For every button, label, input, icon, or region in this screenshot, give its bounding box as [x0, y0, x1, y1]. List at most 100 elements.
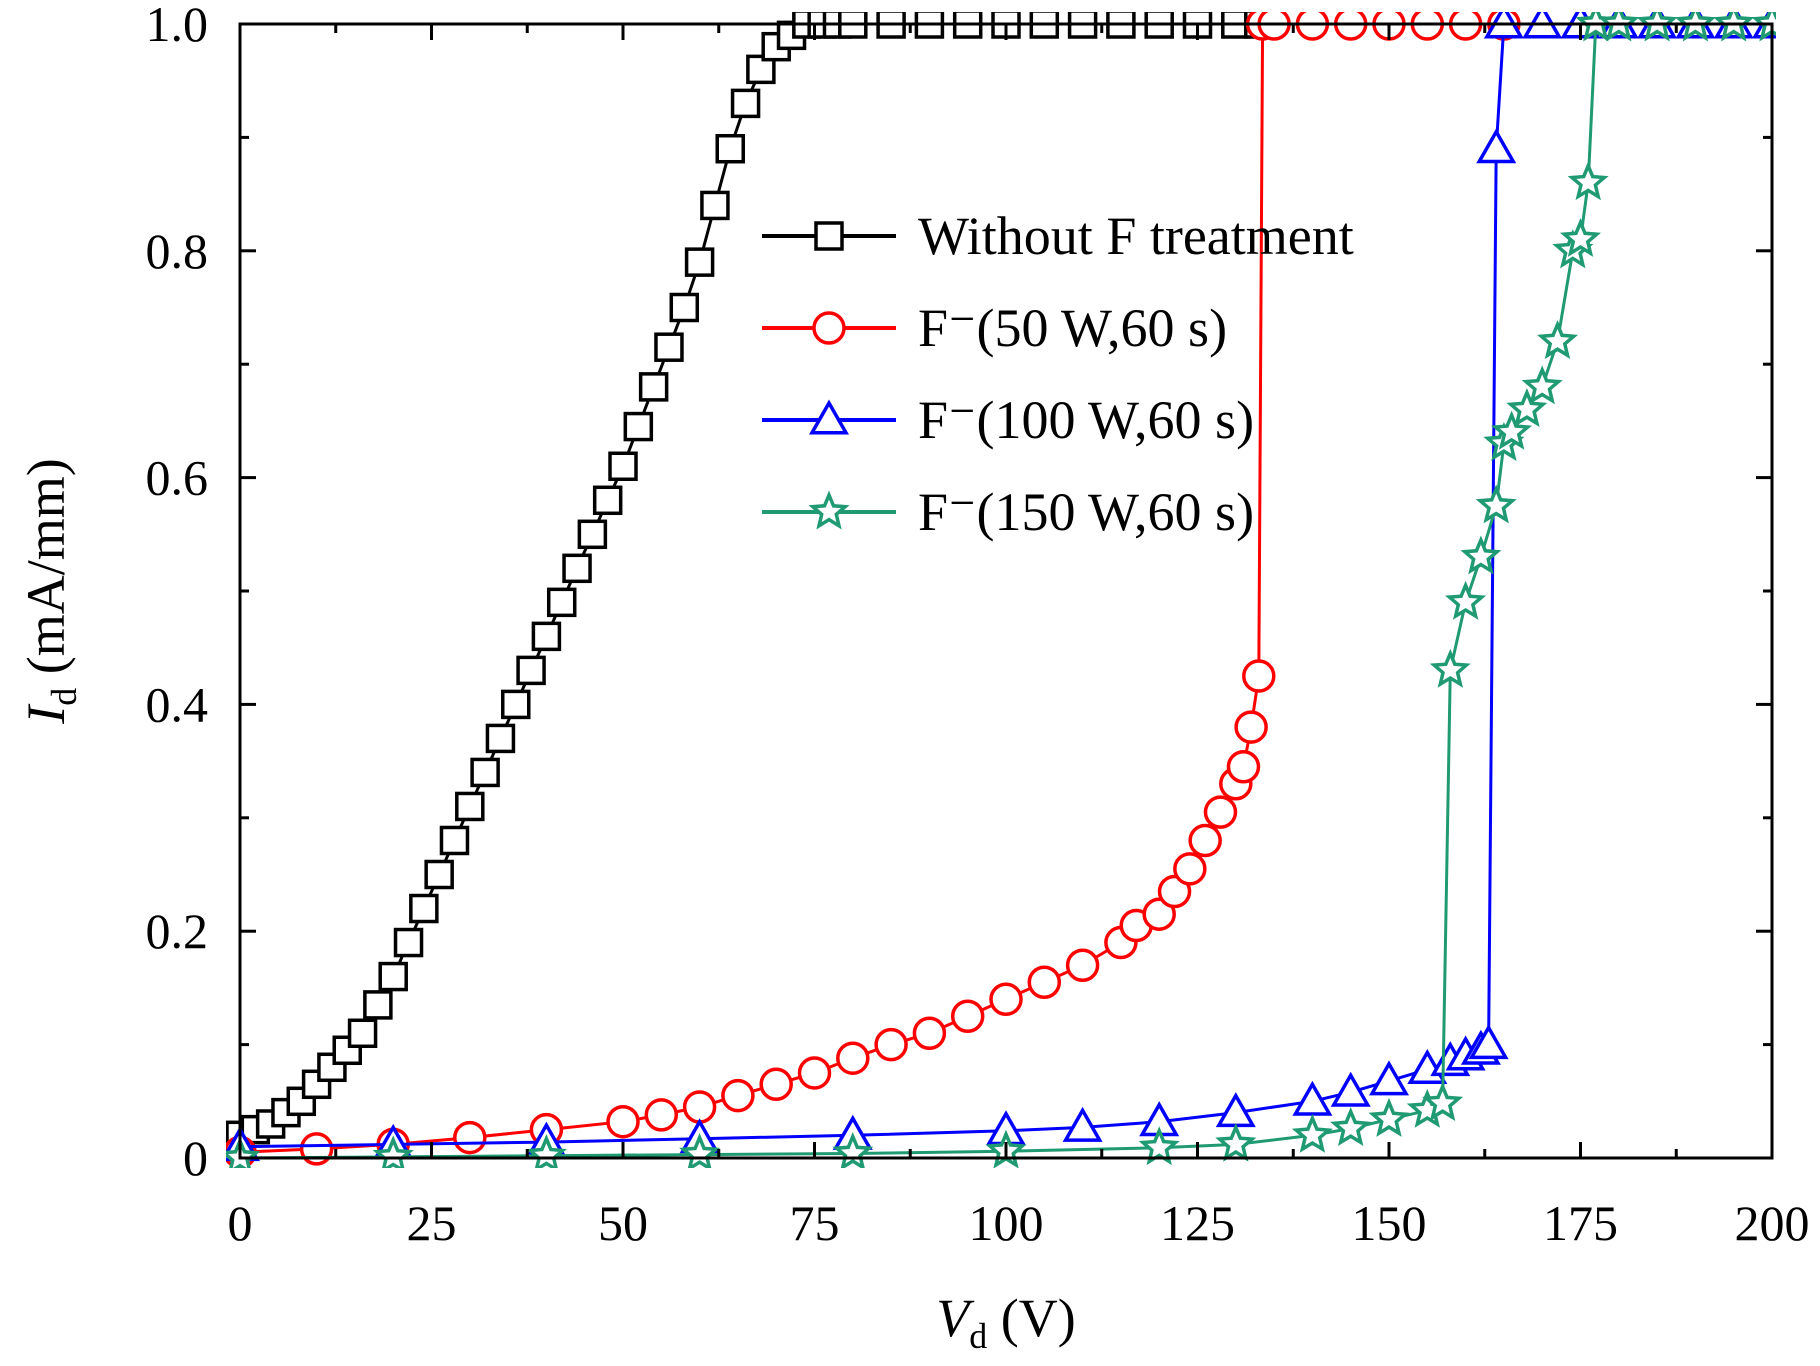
data-point [525, 1134, 567, 1168]
data-point [950, 999, 985, 1033]
data-point [721, 1078, 755, 1113]
data-point [1537, 319, 1579, 359]
data-point [797, 1056, 832, 1090]
legend-marker [808, 399, 850, 435]
data-point [623, 411, 654, 442]
y-tick-label: 1.0 [146, 0, 209, 52]
y-tick-label: 0 [183, 1130, 208, 1186]
y-tick-label: 0.4 [146, 676, 209, 732]
x-axis-title: Vd (V) [936, 1288, 1075, 1356]
data-point [912, 1016, 947, 1051]
y-tick-label: 0.2 [146, 903, 209, 959]
legend-item: Without F treatment [762, 206, 1354, 266]
data-point [378, 961, 408, 992]
data-point [393, 927, 424, 958]
data-point [455, 791, 485, 822]
legend-marker [812, 311, 846, 345]
data-point [1476, 128, 1517, 164]
data-point [1226, 750, 1261, 784]
legend: Without F treatment F⁻(50 W,60 s) F⁻(100 W… [762, 206, 1354, 542]
data-point [606, 1104, 640, 1139]
x-tick-label: 125 [1160, 1195, 1235, 1251]
data-point [1062, 1106, 1103, 1142]
data-point [501, 689, 531, 720]
data-point [1567, 161, 1609, 201]
data-point [684, 247, 715, 277]
x-axis: 0 25 50 75 100 125 150 175 200 [228, 24, 1810, 1251]
data-point [1142, 897, 1176, 931]
data-point [682, 1090, 717, 1124]
data-point [989, 982, 1023, 1016]
data-point [424, 859, 454, 890]
series-layer [226, 12, 1776, 1168]
data-point [1157, 874, 1192, 909]
series-2 [226, 12, 1521, 1168]
y-tick-label: 0.8 [146, 223, 209, 279]
legend-label: Without F treatment [918, 206, 1354, 266]
data-point [1460, 535, 1502, 575]
series-1 [226, 12, 1274, 1151]
data-point [1242, 659, 1276, 693]
data-point [1445, 580, 1487, 620]
data-point [363, 990, 393, 1020]
x-axis-title-sub: d [969, 1316, 987, 1356]
x-axis-title-main: V [936, 1288, 975, 1348]
legend-item: F⁻(100 W,60 s) [762, 390, 1254, 450]
x-tick-label: 25 [407, 1195, 457, 1251]
y-axis-title-sub: d [44, 688, 84, 706]
series-line [239, 22, 1772, 1149]
legend-marker [814, 221, 844, 251]
legend-label: F⁻(150 W,60 s) [918, 482, 1254, 542]
legend-label: F⁻(100 W,60 s) [918, 390, 1254, 450]
data-point [485, 723, 516, 754]
y-axis-title: Id (mA/mm) [16, 458, 84, 724]
data-point [1522, 12, 1563, 39]
x-tick-label: 175 [1543, 1195, 1618, 1251]
data-point [608, 451, 638, 482]
data-point [730, 88, 761, 119]
data-point [453, 1120, 487, 1155]
data-point [874, 1027, 908, 1062]
data-point [577, 519, 608, 550]
data-point [1065, 948, 1100, 982]
data-point [700, 190, 730, 221]
data-point [638, 372, 669, 402]
data-point [439, 825, 470, 856]
y-axis-title-main: I [16, 703, 76, 725]
data-point [679, 1133, 721, 1168]
legend-marker [808, 490, 850, 530]
data-point [1138, 1126, 1180, 1166]
data-point [759, 1067, 793, 1102]
x-tick-label: 100 [969, 1195, 1044, 1251]
y-axis: 0 0.2 0.4 0.6 0.8 1.0 [146, 0, 1772, 1186]
data-point [1491, 410, 1533, 450]
data-point [1506, 388, 1548, 427]
data-point [1330, 1106, 1372, 1146]
legend-label: F⁻(50 W,60 s) [918, 298, 1227, 358]
data-point [1173, 852, 1207, 886]
data-point [832, 1131, 874, 1168]
data-point [1203, 795, 1238, 829]
data-point [372, 1135, 414, 1168]
data-point [1330, 1071, 1371, 1107]
data-point [1368, 1060, 1410, 1096]
series-line [239, 22, 1504, 1154]
data-point [1468, 1024, 1509, 1060]
data-point [1368, 1097, 1410, 1137]
data-point [470, 757, 500, 788]
data-point [715, 133, 745, 164]
y-axis-title-unit: (mA/mm) [16, 458, 76, 687]
data-point [516, 655, 546, 686]
data-point [1027, 965, 1062, 999]
data-point [1234, 710, 1268, 744]
data-point [531, 621, 562, 652]
data-point [562, 553, 592, 584]
x-tick-label: 150 [1352, 1195, 1427, 1251]
data-point [1291, 1113, 1333, 1153]
data-point [1422, 1082, 1464, 1121]
data-point [654, 332, 684, 362]
data-point [1475, 484, 1517, 524]
data-point [1429, 648, 1471, 688]
data-point [644, 1098, 679, 1132]
